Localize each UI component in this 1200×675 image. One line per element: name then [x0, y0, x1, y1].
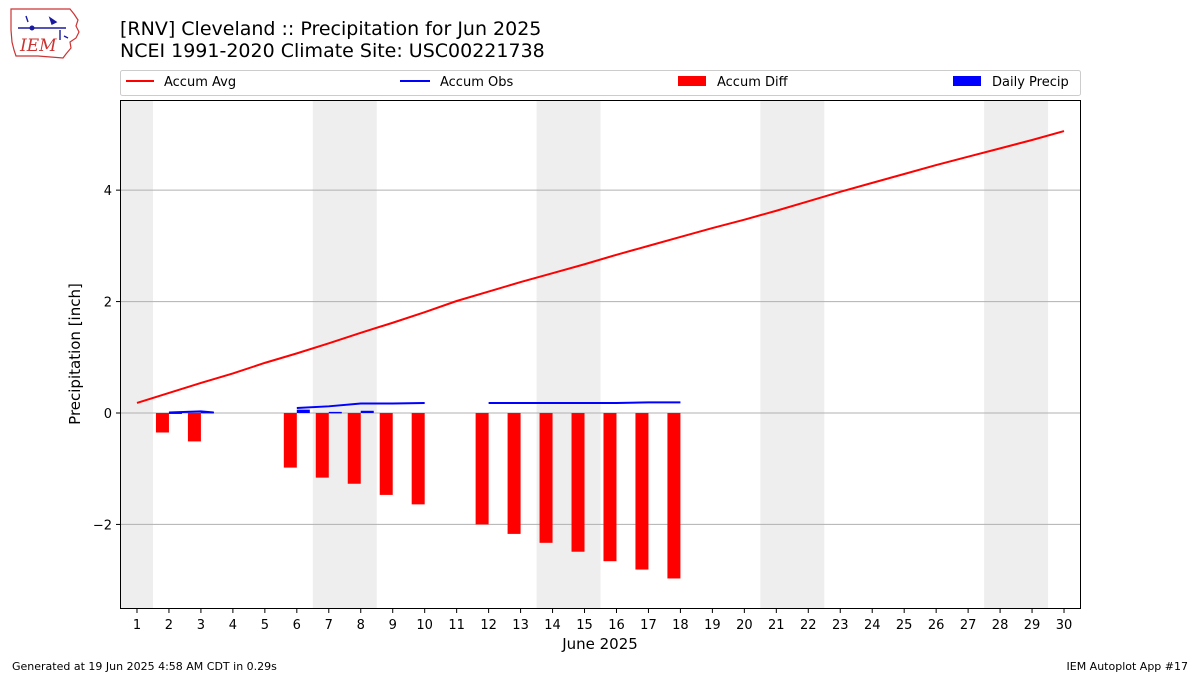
- legend-label-daily-precip: Daily Precip: [992, 75, 1069, 90]
- daily-precip-bar: [328, 411, 342, 414]
- x-tick-label: 1: [133, 618, 141, 633]
- x-tick-label: 13: [512, 618, 529, 633]
- x-tick-label: 23: [832, 618, 849, 633]
- accum-diff-bar: [635, 413, 649, 570]
- x-tick-label: 27: [960, 618, 977, 633]
- accum-obs-line: [168, 410, 214, 414]
- x-tick-label: 16: [608, 618, 625, 633]
- x-tick-label: 18: [672, 618, 689, 633]
- x-tick-label: 21: [768, 618, 785, 633]
- chart-title: [RNV] Cleveland :: Precipitation for Jun…: [120, 18, 542, 40]
- accum-diff-bar: [475, 413, 489, 525]
- x-tick-label: 25: [896, 618, 913, 633]
- accum-diff-bar: [379, 413, 393, 495]
- x-tick-label: 9: [389, 618, 397, 633]
- x-tick-label: 5: [261, 618, 269, 633]
- daily-precip-bar: [296, 409, 310, 413]
- accum-diff-bar: [539, 413, 553, 543]
- x-tick-label: 7: [325, 618, 333, 633]
- accum-diff-bar: [283, 413, 297, 468]
- legend-frame: [120, 70, 1081, 96]
- weekend-shade: [760, 101, 825, 608]
- y-tick-label: 2: [104, 296, 112, 311]
- legend-label-accum-diff: Accum Diff: [717, 75, 789, 90]
- x-tick-label: 20: [736, 618, 753, 633]
- x-tick-label: 19: [704, 618, 721, 633]
- x-tick-label: 4: [229, 618, 237, 633]
- weekend-shade: [984, 101, 1049, 608]
- legend-swatch-daily-precip: [953, 76, 981, 86]
- accum-diff-bar: [187, 413, 201, 442]
- accum-diff-bar: [667, 413, 681, 579]
- legend-label-accum-avg: Accum Avg: [164, 75, 236, 90]
- accum-diff-bar: [411, 413, 425, 505]
- plot-frame: [120, 100, 1081, 609]
- x-tick-label: 15: [576, 618, 593, 633]
- chart-subtitle: NCEI 1991-2020 Climate Site: USC00221738: [120, 40, 545, 62]
- daily-precip-bar: [360, 410, 374, 413]
- accum-diff-bar: [571, 413, 585, 552]
- legend-swatch-accum-diff: [678, 76, 706, 86]
- x-tick-label: 22: [800, 618, 817, 633]
- x-tick-label: 8: [357, 618, 365, 633]
- x-tick-label: 11: [448, 618, 465, 633]
- y-tick-label: −2: [93, 518, 112, 533]
- accum-obs-line: [488, 401, 681, 404]
- x-tick-label: 24: [864, 618, 881, 633]
- x-tick-label: 6: [293, 618, 301, 633]
- legend-label-accum-obs: Accum Obs: [440, 75, 513, 90]
- weekend-shade: [121, 101, 153, 608]
- y-tick-label: 0: [104, 407, 112, 422]
- y-axis-label: Precipitation [inch]: [66, 283, 84, 425]
- accum-diff-bar: [315, 413, 329, 478]
- x-tick-label: 26: [928, 618, 945, 633]
- x-axis-label: June 2025: [561, 635, 638, 653]
- x-tick-label: 2: [165, 618, 173, 633]
- x-tick-label: 29: [1024, 618, 1041, 633]
- accum-diff-bar: [603, 413, 617, 562]
- y-tick-label: 4: [104, 184, 112, 199]
- app-id-label: IEM Autoplot App #17: [1066, 660, 1189, 673]
- x-tick-label: 30: [1056, 618, 1073, 633]
- accum-obs-line: [296, 401, 425, 409]
- x-tick-label: 28: [992, 618, 1009, 633]
- x-tick-label: 14: [544, 618, 561, 633]
- accum-diff-bar: [155, 413, 169, 433]
- x-tick-label: 17: [640, 618, 657, 633]
- accum-diff-bar: [507, 413, 521, 534]
- iem-logo: IEM: [10, 8, 80, 59]
- x-tick-label: 3: [197, 618, 205, 633]
- accum-avg-line: [136, 130, 1065, 404]
- x-tick-label: 12: [480, 618, 497, 633]
- x-tick-label: 10: [416, 618, 433, 633]
- accum-diff-bar: [347, 413, 361, 484]
- legend: Accum Avg Accum Obs Accum Diff Daily Pre…: [120, 70, 1081, 96]
- logo-text: IEM: [19, 36, 57, 56]
- weekend-shade: [312, 101, 377, 608]
- generated-timestamp: Generated at 19 Jun 2025 4:58 AM CDT in …: [12, 660, 277, 673]
